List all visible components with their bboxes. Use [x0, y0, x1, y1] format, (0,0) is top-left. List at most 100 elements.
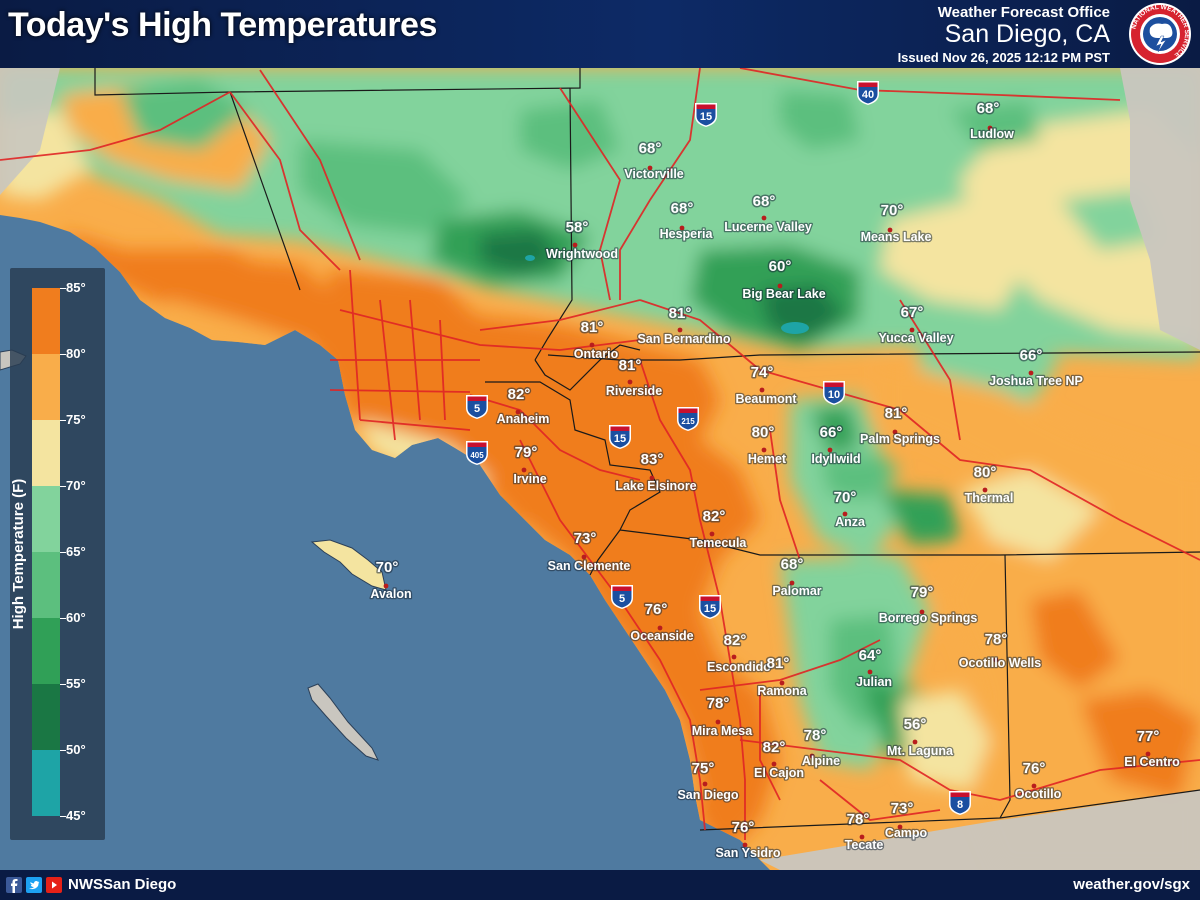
city-dot: [859, 834, 865, 840]
city-temp-halo: 82°: [703, 508, 726, 525]
city-dot: [1031, 783, 1037, 789]
city-temp: 81°: [619, 357, 642, 374]
interstate-15-shield: 15: [609, 425, 631, 449]
city-temp-halo: 78°: [847, 811, 870, 828]
interstate-label: 15: [700, 111, 712, 123]
city-temp-halo: 74°: [751, 364, 774, 381]
city-dot: [809, 753, 815, 759]
city-name-halo: Irvine: [513, 472, 546, 486]
city-dot: [589, 342, 595, 348]
city-name: Joshua Tree NP: [989, 374, 1083, 388]
legend-tick-label: 65°: [66, 544, 86, 559]
social-handle[interactable]: NWSSan Diego: [68, 876, 177, 893]
city-dot: [515, 409, 521, 415]
city-name-halo: Hesperia: [660, 227, 714, 241]
city-name-halo: Ludlow: [970, 127, 1014, 141]
facebook-icon[interactable]: [6, 877, 22, 893]
city-name: Big Bear Lake: [742, 287, 825, 301]
legend-tick-mark: [60, 486, 66, 487]
city-temp: 81°: [885, 405, 908, 422]
city-temp-halo: 64°: [859, 647, 882, 664]
legend-swatch: [32, 288, 60, 354]
city-temp: 73°: [574, 530, 597, 547]
city-name-halo: Tecate: [845, 838, 884, 852]
city-name: San Bernardino: [637, 332, 730, 346]
city-temp-halo: 73°: [574, 530, 597, 547]
city-name: Palm Springs: [860, 432, 940, 446]
city-temp: 82°: [508, 386, 531, 403]
city-temp-halo: 78°: [707, 695, 730, 712]
city-name: Borrego Springs: [879, 611, 978, 625]
website-link[interactable]: weather.gov/sgx: [1073, 876, 1190, 893]
city-name-halo: Big Bear Lake: [742, 287, 825, 301]
city-name-halo: Lucerne Valley: [724, 220, 812, 234]
legend-tick-label: 70°: [66, 478, 86, 493]
twitter-icon[interactable]: [26, 877, 42, 893]
city-dot: [897, 824, 903, 830]
city-name: Escondido: [707, 660, 771, 674]
city-name-halo: Ramona: [757, 684, 807, 698]
city-dot: [759, 387, 765, 393]
city-temp: 68°: [977, 100, 1000, 117]
interstate-40-shield: 40: [857, 81, 879, 105]
city-temp-halo: 81°: [767, 655, 790, 672]
city-name-halo: San Bernardino: [637, 332, 730, 346]
city-temp: 67°: [901, 304, 924, 321]
interstate-5-shield: 5: [611, 585, 633, 609]
city-name-halo: Wrightwood: [546, 247, 618, 261]
city-name: Ocotillo: [1015, 787, 1062, 801]
city-name-halo: San Ysidro: [715, 846, 780, 860]
city-temp-halo: 67°: [901, 304, 924, 321]
city-name-halo: Escondido: [707, 660, 771, 674]
office-city: San Diego, CA: [944, 20, 1110, 48]
city-name-halo: Julian: [856, 675, 892, 689]
city-temp-halo: 82°: [508, 386, 531, 403]
city-name: San Diego: [677, 788, 738, 802]
city-temp: 79°: [911, 584, 934, 601]
city-name-halo: Avalon: [370, 587, 411, 601]
city-name-halo: Ocotillo: [1015, 787, 1062, 801]
city-temp: 70°: [881, 202, 904, 219]
city-temp: 70°: [834, 489, 857, 506]
city-dot: [742, 842, 748, 848]
legend-tick-mark: [60, 750, 66, 751]
city-name-halo: Riverside: [606, 384, 662, 398]
city-name: Riverside: [606, 384, 662, 398]
interstate-15-shield: 15: [695, 103, 717, 127]
city-temp-halo: 83°: [641, 451, 664, 468]
city-dot: [987, 125, 993, 131]
big-bear-lake: [781, 322, 809, 334]
city-name: Yucca Valley: [878, 331, 953, 345]
page-title: Today's High Temperatures: [8, 6, 437, 44]
youtube-icon[interactable]: [46, 877, 62, 893]
city-name: El Centro: [1124, 755, 1180, 769]
city-temp: 56°: [904, 716, 927, 733]
city-temp-halo: 80°: [974, 464, 997, 481]
city-name-halo: Mt. Laguna: [887, 744, 954, 758]
city-dot: [982, 487, 988, 493]
city-dot: [715, 719, 721, 725]
city-temp-halo: 76°: [1023, 760, 1046, 777]
legend-swatch: [32, 552, 60, 618]
city-name-halo: San Clemente: [548, 559, 631, 573]
city-name: Irvine: [513, 472, 546, 486]
city-dot: [912, 739, 918, 745]
interstate-label: 40: [862, 89, 874, 101]
city-dot: [383, 583, 389, 589]
interstate-label: 5: [619, 593, 625, 605]
city-dot: [892, 429, 898, 435]
legend-tick-mark: [60, 420, 66, 421]
city-temp: 76°: [645, 601, 668, 618]
